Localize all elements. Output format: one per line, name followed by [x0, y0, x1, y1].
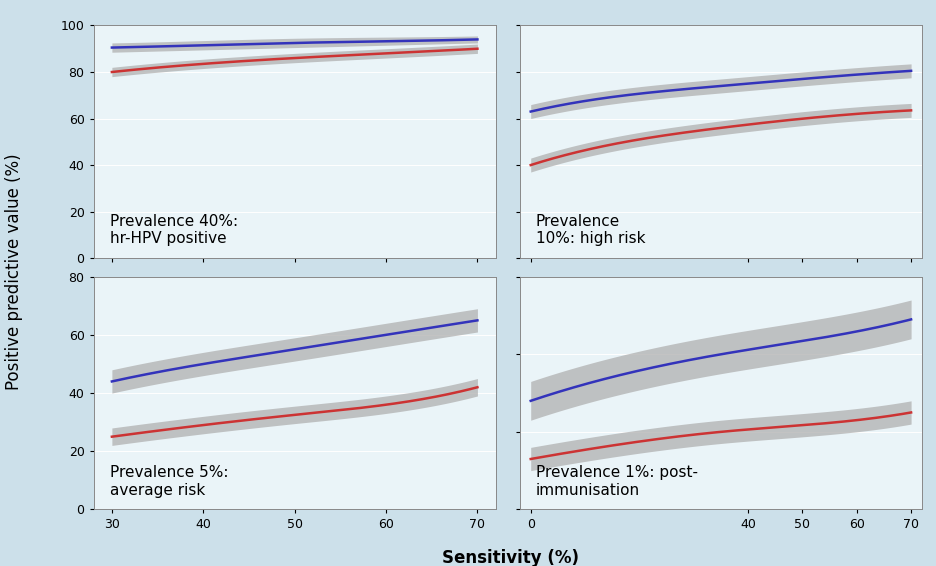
- Text: Positive predictive value (%): Positive predictive value (%): [5, 153, 23, 390]
- Text: Sensitivity (%): Sensitivity (%): [442, 548, 578, 566]
- Text: Prevalence 5%:
average risk: Prevalence 5%: average risk: [110, 465, 228, 498]
- Text: Prevalence
10%: high risk: Prevalence 10%: high risk: [536, 214, 646, 247]
- Text: Prevalence 40%:
hr-HPV positive: Prevalence 40%: hr-HPV positive: [110, 214, 238, 247]
- Text: Prevalence 1%: post-
immunisation: Prevalence 1%: post- immunisation: [536, 465, 698, 498]
